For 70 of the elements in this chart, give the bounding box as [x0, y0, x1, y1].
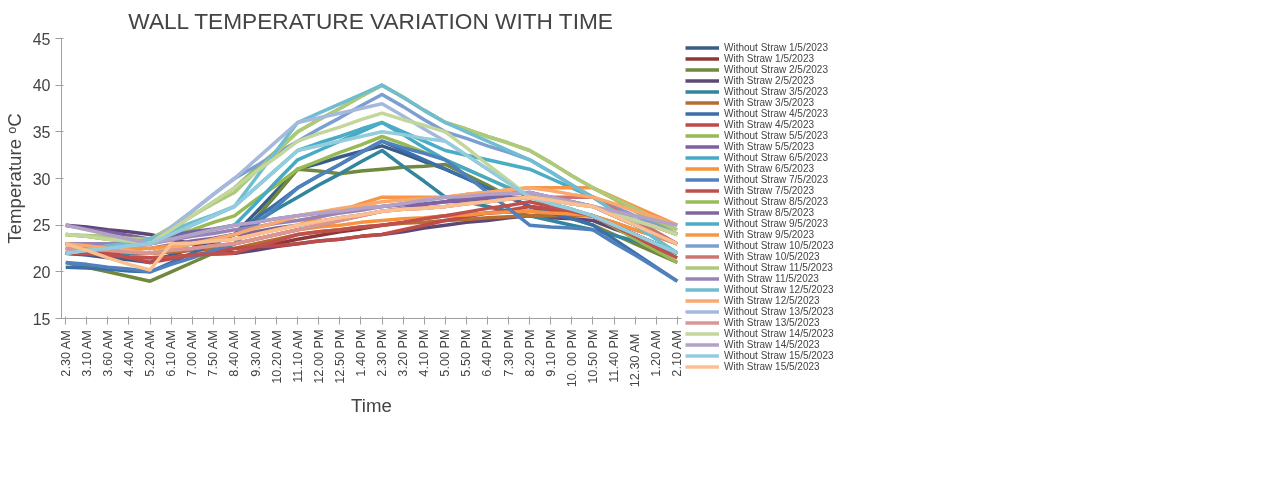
legend-label: Without Straw 4/5/2023 — [724, 108, 828, 119]
x-axis-title: Time — [351, 395, 392, 417]
x-tick-label: 2.10 AM — [670, 330, 685, 377]
legend-label: With Straw 15/5/2023 — [724, 361, 820, 372]
x-tick-label: 10.20 AM — [269, 330, 284, 384]
x-tick-label: 1.40 PM — [353, 329, 368, 377]
legend-label: With Straw 2/5/2023 — [724, 75, 815, 86]
x-tick-label: 6.10 AM — [164, 330, 179, 377]
x-tick-label: 8.20 PM — [522, 329, 537, 377]
y-tick-label: 20 — [32, 263, 51, 281]
y-axis-title: Temperature ᵒC — [3, 113, 25, 244]
x-tick-label: 9.30 AM — [248, 330, 263, 377]
legend-label: Without Straw 9/5/2023 — [724, 218, 828, 229]
x-tick-label: 3.20 PM — [396, 329, 411, 377]
legend-label: Without Straw 13/5/2023 — [724, 306, 834, 317]
x-tick-label: 12.00 PM — [311, 329, 326, 384]
legend-label: With Straw 11/5/2023 — [724, 273, 819, 284]
x-tick-label: 10. 00 PM — [564, 329, 579, 388]
x-tick-label: 12.50 PM — [332, 329, 347, 384]
x-tick-label: 5.20 AM — [143, 330, 158, 377]
legend-label: Without Straw 11/5/2023 — [724, 262, 833, 273]
x-tick-label: 2.30 PM — [375, 329, 390, 377]
x-tick-label: 2.30 AM — [58, 330, 73, 377]
legend-label: Without Straw 14/5/2023 — [724, 328, 834, 339]
x-tick-label: 8.40 AM — [227, 330, 242, 377]
y-tick-label: 45 — [32, 30, 51, 48]
x-tick-label: 11.10 AM — [290, 330, 305, 383]
legend-label: With Straw 9/5/2023 — [724, 229, 815, 240]
x-tick-label: 9.10 PM — [543, 329, 558, 377]
legend-label: With Straw 3/5/2023 — [724, 97, 815, 108]
legend-label: With Straw 4/5/2023 — [724, 119, 815, 130]
y-tick-label: 35 — [32, 123, 51, 141]
x-tick-label: 4.40 AM — [121, 330, 136, 377]
legend-label: Without Straw 3/5/2023 — [724, 86, 828, 97]
x-tick-label: 1.20 AM — [649, 330, 664, 377]
x-tick-label: 12.30 AM — [628, 333, 643, 388]
legend-label: With Straw 10/5/2023 — [724, 251, 820, 262]
x-tick-label: 4.10 PM — [417, 329, 432, 377]
legend-label: With Straw 8/5/2023 — [724, 207, 815, 218]
legend-label: With Straw 6/5/2023 — [724, 163, 815, 174]
y-tick-label: 15 — [32, 310, 51, 328]
x-tick-label: 11.40 PM — [607, 329, 622, 383]
legend-label: With Straw 7/5/2023 — [724, 185, 815, 196]
x-tick-label: 5.00 PM — [438, 329, 453, 377]
legend-label: Without Straw 2/5/2023 — [724, 64, 828, 75]
legend-label: Without Straw 10/5/2023 — [724, 240, 834, 251]
x-tick-label: 7.50 AM — [206, 330, 221, 377]
legend-label: Without Straw 1/5/2023 — [724, 42, 828, 53]
x-tick-label: 6.40 PM — [480, 329, 495, 377]
x-tick-label: 7.00 AM — [185, 330, 200, 377]
y-tick-label: 30 — [32, 170, 51, 188]
legend-label: With Straw 14/5/2023 — [724, 339, 820, 350]
legend-label: With Straw 13/5/2023 — [724, 317, 820, 328]
legend-label: Without Straw 15/5/2023 — [724, 350, 834, 361]
legend-label: Without Straw 7/5/2023 — [724, 174, 828, 185]
x-tick-label: 10.50 PM — [585, 329, 600, 384]
x-tick-label: 5.50 PM — [459, 329, 474, 377]
x-tick-label: 3.10 AM — [79, 330, 94, 377]
legend-label: With Straw 1/5/2023 — [724, 53, 815, 64]
legend-label: Without Straw 6/5/2023 — [724, 152, 828, 163]
x-tick-label: 7.30 PM — [501, 329, 516, 377]
legend-label: With Straw 12/5/2023 — [724, 295, 820, 306]
x-tick-label: 3.60 AM — [100, 330, 115, 377]
legend-label: Without Straw 8/5/2023 — [724, 196, 828, 207]
chart-title: WALL TEMPERATURE VARIATION WITH TIME — [128, 7, 613, 34]
legend-label: Without Straw 5/5/2023 — [724, 130, 828, 141]
legend-label: Without Straw 12/5/2023 — [724, 284, 834, 295]
y-tick-label: 40 — [32, 77, 51, 95]
legend-label: With Straw 5/5/2023 — [724, 141, 815, 152]
y-tick-label: 25 — [32, 217, 51, 235]
